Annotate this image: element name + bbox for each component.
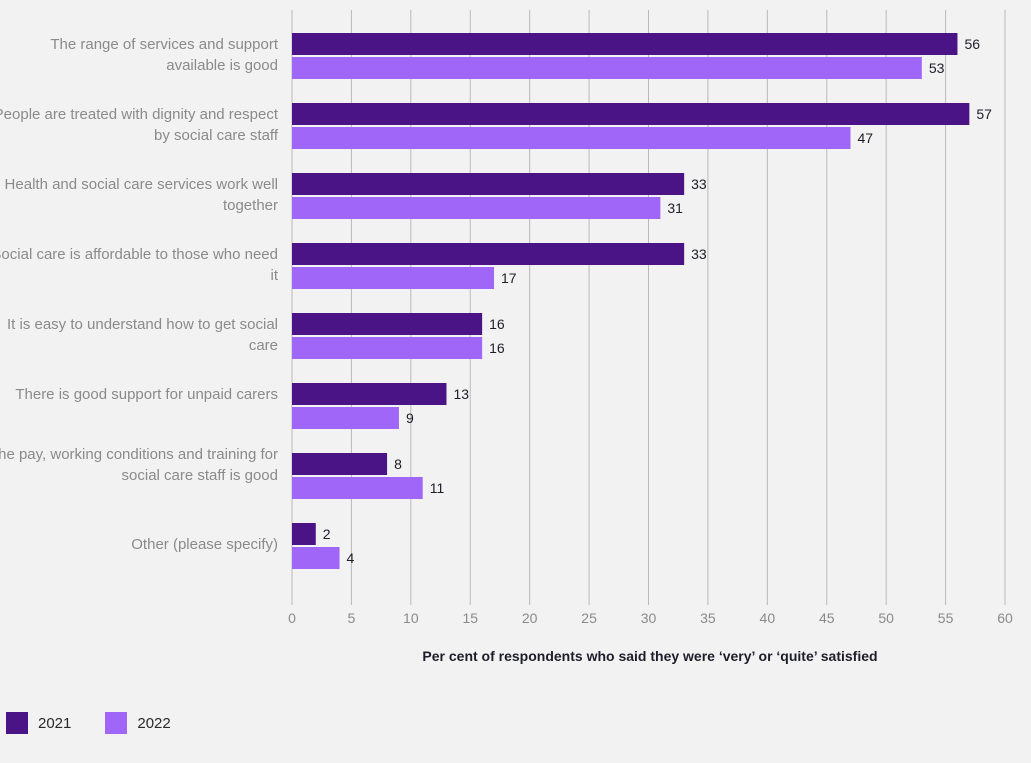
bar-2021 <box>292 313 483 335</box>
data-label-2022: 11 <box>430 480 445 496</box>
x-tick-label: 45 <box>819 610 835 626</box>
data-label-2022: 9 <box>406 410 414 426</box>
category-label-affordable: Social care is affordable to those who n… <box>0 246 278 284</box>
bar-2022 <box>292 57 922 79</box>
x-tick-label: 35 <box>700 610 716 626</box>
data-label-2022: 17 <box>501 270 517 286</box>
data-label-2021: 13 <box>453 386 469 402</box>
data-label-2022: 4 <box>347 550 355 566</box>
legend-label-2022: 2022 <box>137 714 171 732</box>
legend-swatch-2021 <box>6 712 28 734</box>
bar-2022 <box>292 337 483 359</box>
bar-chart: 0 5 10 15 20 25 30 35 40 45 50 55 60 56 53 57 47 33 31 33 17… <box>288 10 1013 626</box>
bar-2022 <box>292 547 340 569</box>
x-tick-label: 55 <box>938 610 954 626</box>
category-label-unpaid-carers: There is good support for unpaid carers <box>15 386 278 403</box>
data-label-2021: 56 <box>964 36 980 52</box>
bar-2022 <box>292 127 851 149</box>
x-tick-label: 60 <box>997 610 1013 626</box>
legend-item-2022: 2022 <box>105 712 171 734</box>
category-label-dignity-respect: People are treated with dignity and resp… <box>0 106 278 144</box>
legend-item-2021: 2021 <box>6 712 71 734</box>
data-label-2022: 47 <box>858 130 874 146</box>
x-tick-label: 40 <box>760 610 776 626</box>
bar-2022 <box>292 267 495 289</box>
x-tick-label: 5 <box>348 610 356 626</box>
data-label-2022: 31 <box>667 200 683 216</box>
bar-2022 <box>292 477 423 499</box>
data-label-2021: 8 <box>394 456 402 472</box>
bar-2021 <box>292 173 685 195</box>
bar-2022 <box>292 407 399 429</box>
x-axis-title: Per cent of respondents who said they we… <box>422 648 878 664</box>
data-label-2022: 16 <box>489 340 505 356</box>
legend: 2021 2022 <box>6 712 195 734</box>
bar-2021 <box>292 453 388 475</box>
category-label-work-together: Health and social care services work wel… <box>4 176 278 214</box>
data-label-2021: 57 <box>976 106 992 122</box>
category-label-range-of-services: The range of services and support availa… <box>50 36 278 74</box>
data-label-2021: 16 <box>489 316 505 332</box>
x-tick-label: 50 <box>878 610 894 626</box>
category-label-other: Other (please specify) <box>131 536 278 553</box>
legend-swatch-2022 <box>105 712 128 734</box>
x-tick-label: 20 <box>522 610 538 626</box>
x-tick-label: 30 <box>641 610 657 626</box>
x-tick-label: 10 <box>403 610 419 626</box>
bar-2022 <box>292 197 661 219</box>
bar-2021 <box>292 523 316 545</box>
category-label-easy-to-understand: It is easy to understand how to get soci… <box>7 316 278 354</box>
x-tick-label: 25 <box>581 610 597 626</box>
bar-2021 <box>292 103 970 125</box>
bar-2021 <box>292 243 685 265</box>
x-tick-label: 15 <box>462 610 478 626</box>
data-label-2022: 53 <box>929 60 945 76</box>
bar-2021 <box>292 383 447 405</box>
category-label-pay-conditions: The pay, working conditions and training… <box>0 446 278 484</box>
data-label-2021: 33 <box>691 246 707 262</box>
bar-2021 <box>292 33 958 55</box>
x-tick-label: 0 <box>288 610 296 626</box>
data-label-2021: 2 <box>323 526 331 542</box>
data-label-2021: 33 <box>691 176 707 192</box>
legend-label-2021: 2021 <box>38 714 72 732</box>
